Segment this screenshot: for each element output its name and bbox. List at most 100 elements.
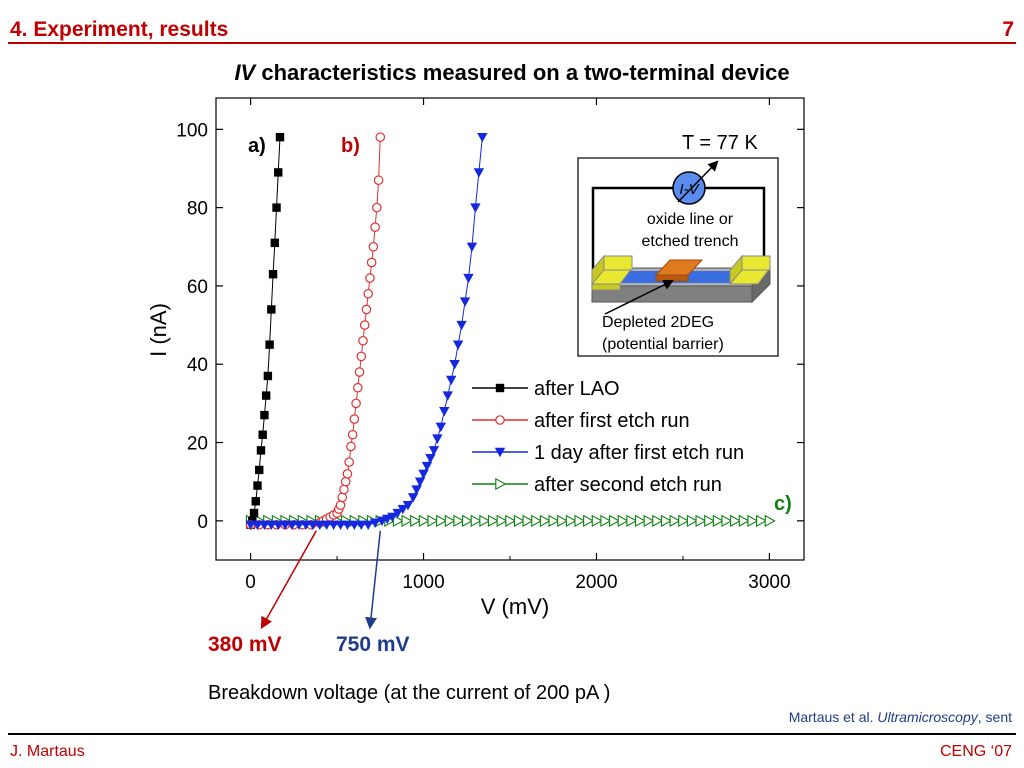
data-point <box>591 514 603 527</box>
data-point <box>418 514 430 527</box>
data-point <box>470 203 481 213</box>
data-point <box>456 320 467 331</box>
data-point <box>442 391 453 401</box>
data-point <box>351 398 361 409</box>
data-point <box>449 360 460 370</box>
data-point <box>730 514 742 527</box>
data-point <box>513 514 525 527</box>
data-point <box>427 514 439 527</box>
series-line <box>250 137 483 526</box>
slide-title: IV characteristics measured on a two-ter… <box>0 60 1024 86</box>
data-point <box>321 520 332 530</box>
citation-status: , sent <box>977 709 1012 725</box>
data-point <box>249 508 259 518</box>
data-point <box>293 520 305 530</box>
left-contact-pad <box>603 255 633 271</box>
y-axis-title: I (nA) <box>146 303 171 357</box>
data-point <box>418 469 429 480</box>
data-point <box>459 297 471 307</box>
footer-author: J. Martaus <box>10 743 85 760</box>
data-point <box>268 269 278 279</box>
data-point <box>256 446 266 455</box>
breakdown-label-750: 750 mV <box>336 633 410 656</box>
data-point <box>479 514 491 527</box>
slide-title-rest: characteristics measured on a two-termin… <box>255 60 790 85</box>
data-point <box>643 514 655 527</box>
data-point <box>669 514 681 527</box>
iv-meter-icon <box>672 171 706 205</box>
data-point <box>273 520 284 530</box>
data-point <box>557 514 569 527</box>
legend: after LAO after first etch run 1 day after… <box>472 378 744 496</box>
legend-label: after first etch run <box>534 410 690 432</box>
left-contact-side <box>591 254 605 286</box>
data-point <box>245 520 256 530</box>
data-point <box>361 304 372 315</box>
citation-journal: Ultramicroscopy <box>877 709 978 725</box>
series-1 <box>246 132 285 529</box>
data-point <box>704 514 716 527</box>
data-point <box>548 514 560 527</box>
data-point <box>721 514 733 527</box>
data-point <box>496 514 508 527</box>
data-point <box>531 514 543 527</box>
data-point <box>251 497 260 506</box>
data-point <box>265 340 274 349</box>
data-point <box>279 520 291 530</box>
breakdown-arrow-380 <box>260 530 317 630</box>
curve-label-a: a) <box>248 135 266 157</box>
data-point <box>307 520 319 530</box>
data-point <box>634 514 647 527</box>
y-tick-label: 0 <box>197 512 208 533</box>
citation-authors: Martaus et al. <box>788 709 878 725</box>
x-tick-label: 2000 <box>575 572 617 593</box>
data-point <box>339 484 349 495</box>
y-tick-label: 100 <box>176 120 208 141</box>
data-point <box>359 320 370 330</box>
trench-label-line2: etched trench <box>642 233 739 250</box>
data-point <box>365 273 375 283</box>
data-point <box>574 514 586 527</box>
data-point <box>335 500 346 510</box>
data-point <box>463 273 474 284</box>
data-point <box>686 514 698 527</box>
data-point <box>353 382 363 393</box>
data-point <box>328 520 339 530</box>
data-point <box>375 132 386 142</box>
data-point <box>259 520 270 530</box>
data-point <box>747 514 759 527</box>
data-point <box>756 514 768 527</box>
data-point <box>344 457 354 467</box>
data-point <box>452 340 464 350</box>
data-point <box>261 391 271 400</box>
legend-label: 1 day after first etch run <box>534 442 744 464</box>
data-point <box>270 238 279 248</box>
legend-marker <box>494 447 506 458</box>
data-point <box>738 514 750 527</box>
data-point <box>373 175 384 186</box>
breakdown-caption: Breakdown voltage (at the current of 200… <box>208 682 611 704</box>
data-point <box>421 461 433 472</box>
temperature-label: T = 77 K <box>682 132 758 154</box>
data-point <box>435 422 447 433</box>
data-point <box>397 504 408 515</box>
section-title: 4. Experiment, results <box>10 18 229 41</box>
data-point <box>660 514 672 527</box>
data-point <box>617 514 629 527</box>
barrier-label-line2: (potential barrier) <box>602 336 724 353</box>
data-point <box>652 514 664 527</box>
data-point <box>565 514 577 527</box>
series-2 <box>245 132 386 530</box>
series-layer <box>245 132 776 530</box>
citation: Martaus et al. Ultramicroscopy, sent <box>789 709 1012 725</box>
barrier-pointer-arrow <box>604 280 674 315</box>
legend-marker <box>495 415 505 425</box>
data-point <box>425 454 436 464</box>
data-point <box>366 257 377 268</box>
data-point <box>370 222 380 233</box>
breakdown-label-380: 380 mV <box>208 633 282 656</box>
legend-marker <box>495 477 507 491</box>
data-point <box>626 514 638 527</box>
footer-conference: CENG ‘07 <box>939 743 1012 760</box>
data-point <box>444 514 456 527</box>
